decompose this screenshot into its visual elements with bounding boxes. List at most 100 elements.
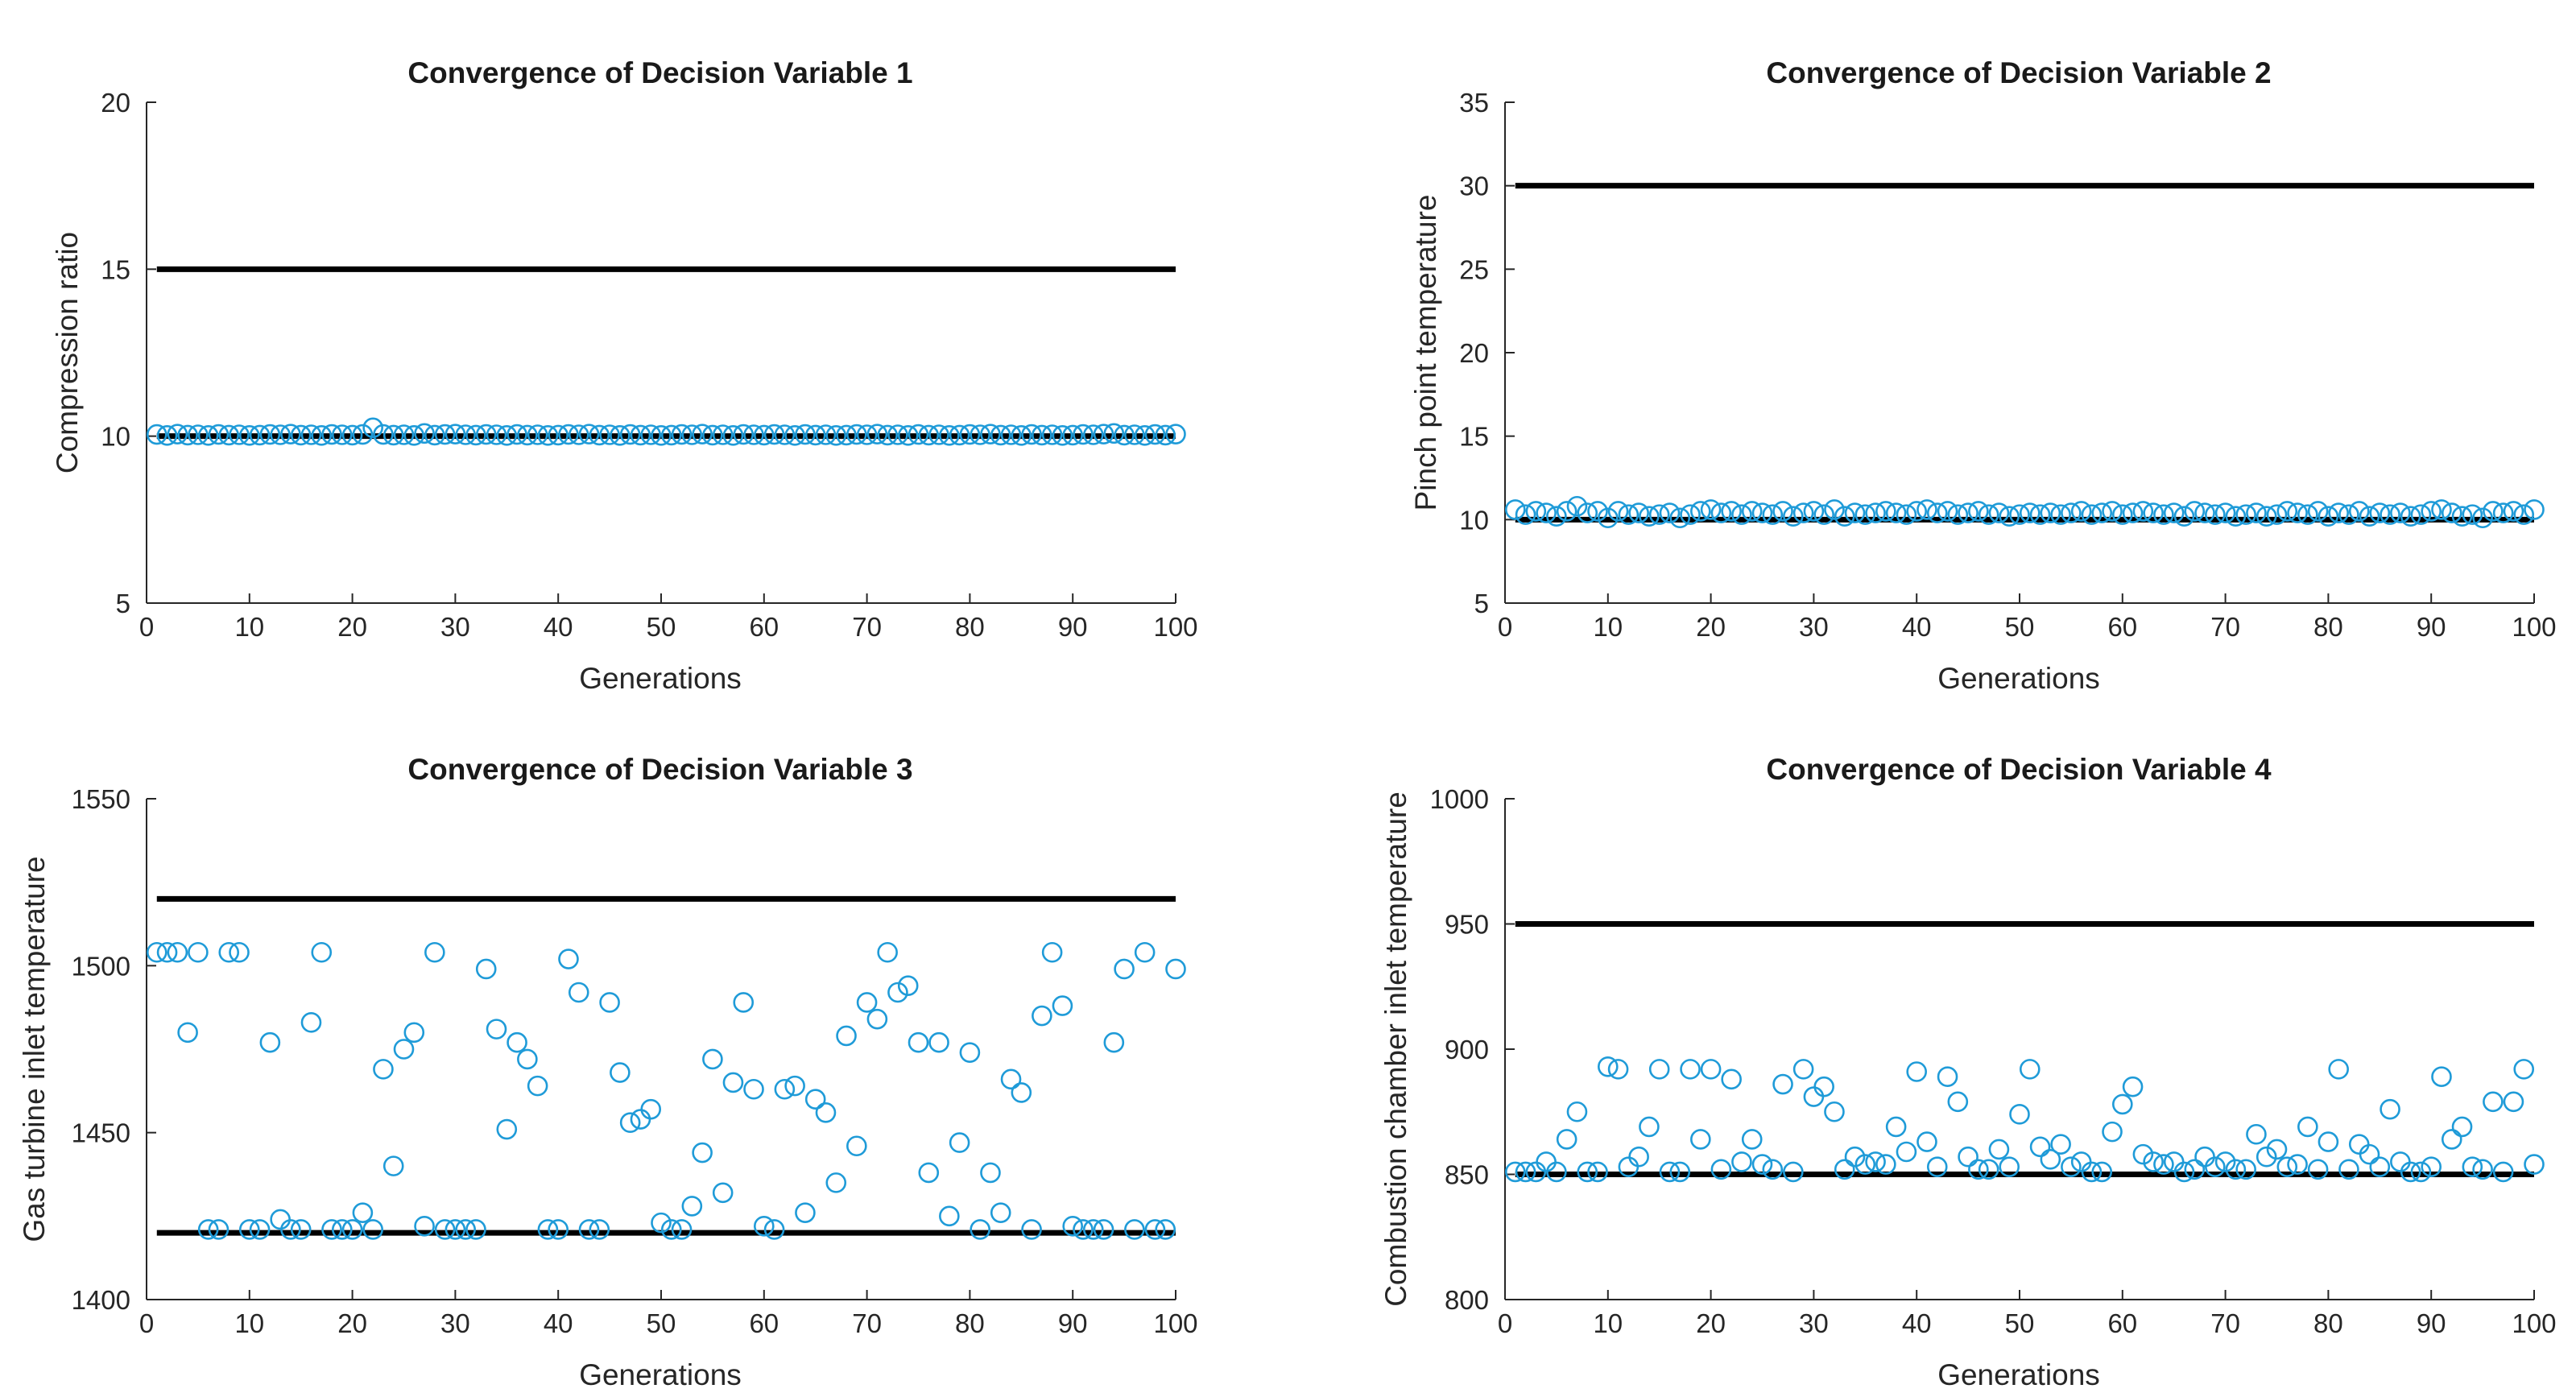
data-point — [2102, 501, 2123, 522]
data-point — [1607, 1059, 1629, 1080]
data-point — [403, 1022, 425, 1044]
data-point — [1885, 502, 1907, 523]
data-point — [465, 424, 486, 446]
data-point — [784, 425, 805, 446]
data-point — [2214, 502, 2236, 523]
data-point — [177, 1022, 198, 1044]
x-tick-label: 70 — [2210, 612, 2240, 642]
data-point — [1803, 501, 1825, 522]
data-point — [2061, 502, 2082, 523]
data-point — [1958, 1146, 1979, 1168]
data-point — [1906, 501, 1927, 522]
data-point — [2421, 1156, 2442, 1177]
data-point — [1680, 504, 1701, 525]
data-point — [1124, 1219, 1145, 1240]
x-tick-label: 90 — [2417, 612, 2446, 642]
data-point — [332, 1219, 353, 1240]
data-point — [2029, 504, 2051, 525]
data-point — [2163, 502, 2185, 523]
x-tick-label: 20 — [1696, 1308, 1726, 1338]
x-tick-label: 40 — [1902, 1308, 1932, 1338]
data-point — [2441, 1129, 2462, 1150]
data-point — [146, 424, 167, 445]
data-point — [548, 424, 569, 446]
y-tick-label: 10 — [101, 422, 130, 452]
data-point — [2431, 499, 2452, 520]
data-point — [229, 424, 250, 445]
data-point — [733, 424, 755, 445]
data-point — [332, 424, 353, 445]
data-point — [1062, 424, 1083, 446]
data-point — [1155, 1219, 1176, 1240]
data-point — [1566, 495, 1588, 517]
data-point — [2492, 502, 2514, 523]
data-point — [352, 424, 374, 445]
data-point — [2029, 1136, 2051, 1158]
data-point — [939, 1205, 960, 1227]
data-point — [2040, 502, 2061, 523]
data-point — [1896, 1141, 1917, 1163]
x-tick-label: 0 — [1498, 1308, 1512, 1338]
data-point — [671, 1219, 693, 1240]
data-point — [1772, 501, 1793, 522]
y-tick-label: 15 — [1459, 422, 1489, 452]
data-point — [229, 941, 250, 963]
x-tick-label: 10 — [234, 1308, 264, 1338]
data-point — [784, 1075, 805, 1097]
data-point — [2153, 504, 2174, 525]
data-point — [1978, 504, 1999, 525]
data-point — [507, 424, 527, 445]
data-point — [1865, 1151, 1886, 1172]
x-tick-label: 20 — [337, 612, 367, 642]
subplot-decision-variable-4: Convergence of Decision Variable 4 Gener… — [1379, 753, 2557, 1391]
data-point — [1731, 504, 1752, 525]
data-point — [568, 424, 589, 445]
data-point — [1741, 501, 1763, 522]
data-point — [167, 941, 188, 963]
data-point — [1659, 502, 1681, 523]
data-point — [578, 424, 600, 444]
data-point — [1515, 504, 1536, 525]
data-point — [2318, 506, 2339, 527]
data-point — [2132, 501, 2154, 522]
data-point — [1762, 1159, 1784, 1180]
data-point — [1082, 424, 1104, 445]
data-point — [753, 1215, 775, 1237]
data-point — [2318, 1131, 2339, 1152]
data-point — [2102, 1121, 2123, 1143]
x-tick-label: 100 — [2512, 612, 2556, 642]
data-point — [2328, 502, 2349, 523]
y-tick-label: 5 — [116, 589, 130, 618]
subplot-decision-variable-3: Convergence of Decision Variable 3 Gener… — [18, 753, 1198, 1391]
data-point — [2276, 1156, 2298, 1177]
x-axis-label: Generations — [579, 662, 742, 695]
y-tick-label: 1500 — [72, 951, 130, 981]
x-tick-label: 80 — [2313, 1308, 2343, 1338]
data-point — [2380, 1098, 2400, 1120]
data-point — [2472, 507, 2493, 529]
data-point — [1556, 1129, 1577, 1150]
y-tick-label: 30 — [1459, 172, 1489, 201]
data-point — [2143, 1151, 2164, 1172]
data-point — [1525, 501, 1547, 522]
chart-title: Convergence of Decision Variable 4 — [1766, 753, 2272, 786]
data-point — [959, 1042, 981, 1063]
data-point — [156, 425, 178, 446]
data-point — [1021, 1219, 1042, 1240]
data-point — [2040, 1149, 2061, 1170]
data-point — [763, 1219, 785, 1240]
data-point — [846, 1135, 867, 1157]
data-point — [918, 424, 940, 446]
x-tick-label: 30 — [440, 612, 470, 642]
data-point — [2369, 502, 2391, 523]
x-tick-label: 100 — [2512, 1308, 2556, 1338]
data-point — [424, 941, 445, 963]
data-point — [2225, 1159, 2247, 1180]
data-point — [1824, 499, 1845, 520]
data-point — [156, 941, 178, 963]
data-point — [486, 1019, 507, 1039]
data-point — [1073, 424, 1094, 445]
data-point — [321, 1219, 342, 1240]
data-point — [1114, 424, 1135, 446]
